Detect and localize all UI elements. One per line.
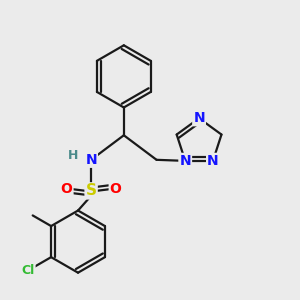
Text: H: H (68, 149, 78, 162)
Text: N: N (193, 111, 205, 125)
Text: O: O (110, 182, 122, 196)
Text: S: S (85, 183, 97, 198)
Text: N: N (85, 153, 97, 167)
Text: N: N (207, 154, 219, 168)
Text: O: O (61, 182, 73, 196)
Text: N: N (179, 154, 191, 168)
Text: Cl: Cl (21, 264, 34, 277)
